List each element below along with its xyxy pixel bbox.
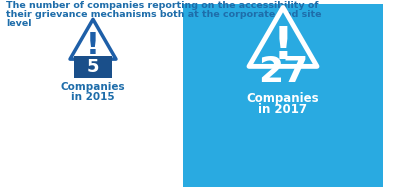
Text: The number of companies reporting on the accessibility of: The number of companies reporting on the…	[6, 1, 318, 10]
Polygon shape	[249, 7, 317, 66]
Text: !: !	[86, 31, 100, 60]
Text: Companies: Companies	[61, 82, 125, 92]
Polygon shape	[70, 19, 116, 59]
Text: !: !	[273, 26, 294, 68]
FancyBboxPatch shape	[183, 4, 383, 187]
Text: in 2015: in 2015	[71, 92, 115, 102]
Text: their grievance mechanisms both at the corporate and site: their grievance mechanisms both at the c…	[6, 10, 321, 19]
Text: 5: 5	[87, 58, 99, 76]
Text: Companies: Companies	[247, 92, 320, 105]
FancyBboxPatch shape	[74, 56, 112, 78]
Text: level: level	[6, 19, 31, 28]
Text: 27: 27	[258, 55, 308, 89]
Text: in 2017: in 2017	[259, 103, 307, 116]
